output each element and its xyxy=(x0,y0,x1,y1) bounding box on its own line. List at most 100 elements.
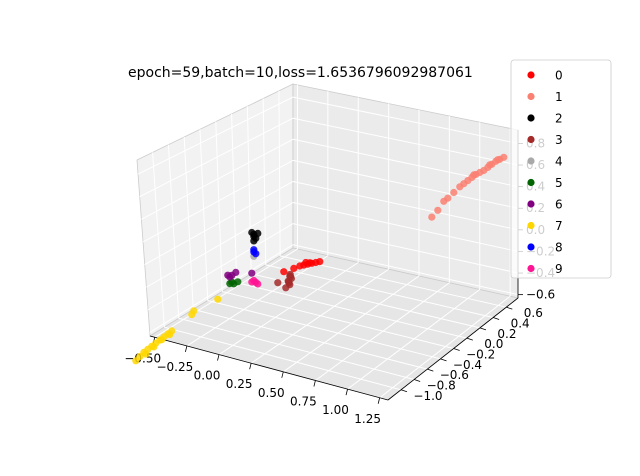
series-5 xyxy=(226,278,242,288)
z-gridline xyxy=(292,159,519,209)
point-class-7 xyxy=(142,350,150,358)
x-axis-ticks: −0.50−0.250.000.250.500.751.001.25 xyxy=(124,337,381,426)
y-tick-label: −0.8 xyxy=(427,378,456,392)
y-tick-label: 0.4 xyxy=(511,317,530,331)
x-gridline xyxy=(347,289,481,390)
series-6 xyxy=(224,268,256,281)
point-class-1 xyxy=(470,171,478,179)
z-gridline-wall xyxy=(139,117,294,198)
y-tick-label: −0.4 xyxy=(453,358,482,372)
point-class-1 xyxy=(486,161,494,169)
point-class-6 xyxy=(232,268,240,276)
y-gridline-wall xyxy=(262,98,267,265)
point-class-3 xyxy=(285,277,293,285)
y-gridline xyxy=(265,264,494,318)
z-gridline xyxy=(292,223,519,274)
x-gridline xyxy=(315,282,450,381)
x-gridline xyxy=(186,255,329,347)
z-gridline-wall xyxy=(142,159,294,243)
legend-label-1: 1 xyxy=(555,90,563,104)
z-gridline-wall xyxy=(144,181,294,266)
y-tick-mark xyxy=(414,379,421,382)
point-class-1 xyxy=(428,213,436,221)
point-class-3 xyxy=(286,270,294,278)
legend-marker-0 xyxy=(527,71,535,79)
legend-label-8: 8 xyxy=(555,241,563,255)
z-gridline-wall xyxy=(141,138,294,220)
y-tick-mark xyxy=(440,358,447,362)
y-gridline xyxy=(193,308,428,370)
legend-marker-1 xyxy=(527,92,535,101)
series-8 xyxy=(250,246,260,258)
y-tick-mark xyxy=(493,317,500,320)
series-7 xyxy=(132,295,222,365)
z-gridline xyxy=(292,96,519,144)
point-class-1 xyxy=(434,206,442,214)
z-gridline-wall xyxy=(149,244,294,333)
y-tick-label: 0.0 xyxy=(484,337,503,351)
x-tick-mark xyxy=(313,380,316,387)
y-gridline-wall xyxy=(199,129,209,301)
x-tick-mark xyxy=(185,345,188,353)
point-class-9 xyxy=(254,280,262,288)
point-class-2 xyxy=(250,237,258,245)
y-tick-label: −0.2 xyxy=(466,347,495,361)
legend-marker-8 xyxy=(527,243,535,251)
legend: 0 1 2 3 4 5 6 7 8 9 xyxy=(510,59,612,279)
x-tick-label: 1.25 xyxy=(354,412,381,426)
legend-label-0: 0 xyxy=(555,69,563,83)
legend-label-6: 6 xyxy=(555,198,563,212)
y-tick-label: −0.6 xyxy=(440,368,469,382)
y-axis-ticks: −1.0−0.8−0.6−0.4−0.20.00.20.40.6 xyxy=(400,306,543,403)
x-gridline xyxy=(218,262,359,355)
y-gridline-wall xyxy=(246,106,252,274)
y-tick-mark xyxy=(427,368,434,372)
x-tick-mark xyxy=(217,354,220,361)
y-gridline-wall xyxy=(183,136,194,310)
x-tick-label: −0.25 xyxy=(156,360,193,374)
point-class-1 xyxy=(494,156,502,164)
y-gridline-wall xyxy=(215,121,223,292)
legend-marker-9 xyxy=(527,264,535,273)
z-gridline xyxy=(292,117,519,166)
y-gridline xyxy=(164,326,402,391)
point-class-0 xyxy=(296,262,304,270)
z-gridline xyxy=(292,244,519,296)
y-gridline xyxy=(178,317,415,380)
z-gridline xyxy=(292,138,519,188)
legend-marker-5 xyxy=(527,178,535,187)
series-1 xyxy=(428,153,508,221)
y-gridline-wall xyxy=(278,90,281,256)
x-tick-mark xyxy=(249,363,252,370)
point-class-7 xyxy=(190,307,198,315)
point-class-1 xyxy=(456,183,464,191)
x-tick-label: 0.25 xyxy=(226,377,253,391)
x-tick-label: 0.50 xyxy=(258,386,285,400)
y-tick-mark xyxy=(453,348,460,351)
z-gridline-wall xyxy=(137,96,294,175)
y-tick-label: 0.2 xyxy=(497,327,516,341)
x-tick-mark xyxy=(377,397,381,404)
point-class-9 xyxy=(248,278,256,286)
y-gridline xyxy=(222,291,454,349)
point-class-7 xyxy=(150,343,158,351)
point-class-6 xyxy=(248,269,256,277)
legend-label-3: 3 xyxy=(555,133,563,147)
y-gridline xyxy=(207,299,441,360)
series-2 xyxy=(248,228,262,245)
z-gridline-wall xyxy=(147,223,294,311)
series-9 xyxy=(248,276,262,288)
legend-marker-7 xyxy=(527,221,535,230)
legend-label-2: 2 xyxy=(555,112,563,126)
point-class-2 xyxy=(248,228,256,237)
point-class-3 xyxy=(282,284,290,292)
z-gridline-wall xyxy=(146,202,294,288)
z-gridline xyxy=(292,180,519,231)
x-tick-label: 1.00 xyxy=(322,403,349,417)
x-gridline xyxy=(282,275,420,373)
x-tick-mark xyxy=(345,389,348,396)
x-gridline xyxy=(154,248,298,338)
y-gridline xyxy=(236,282,467,339)
y-tick-mark xyxy=(466,337,473,341)
